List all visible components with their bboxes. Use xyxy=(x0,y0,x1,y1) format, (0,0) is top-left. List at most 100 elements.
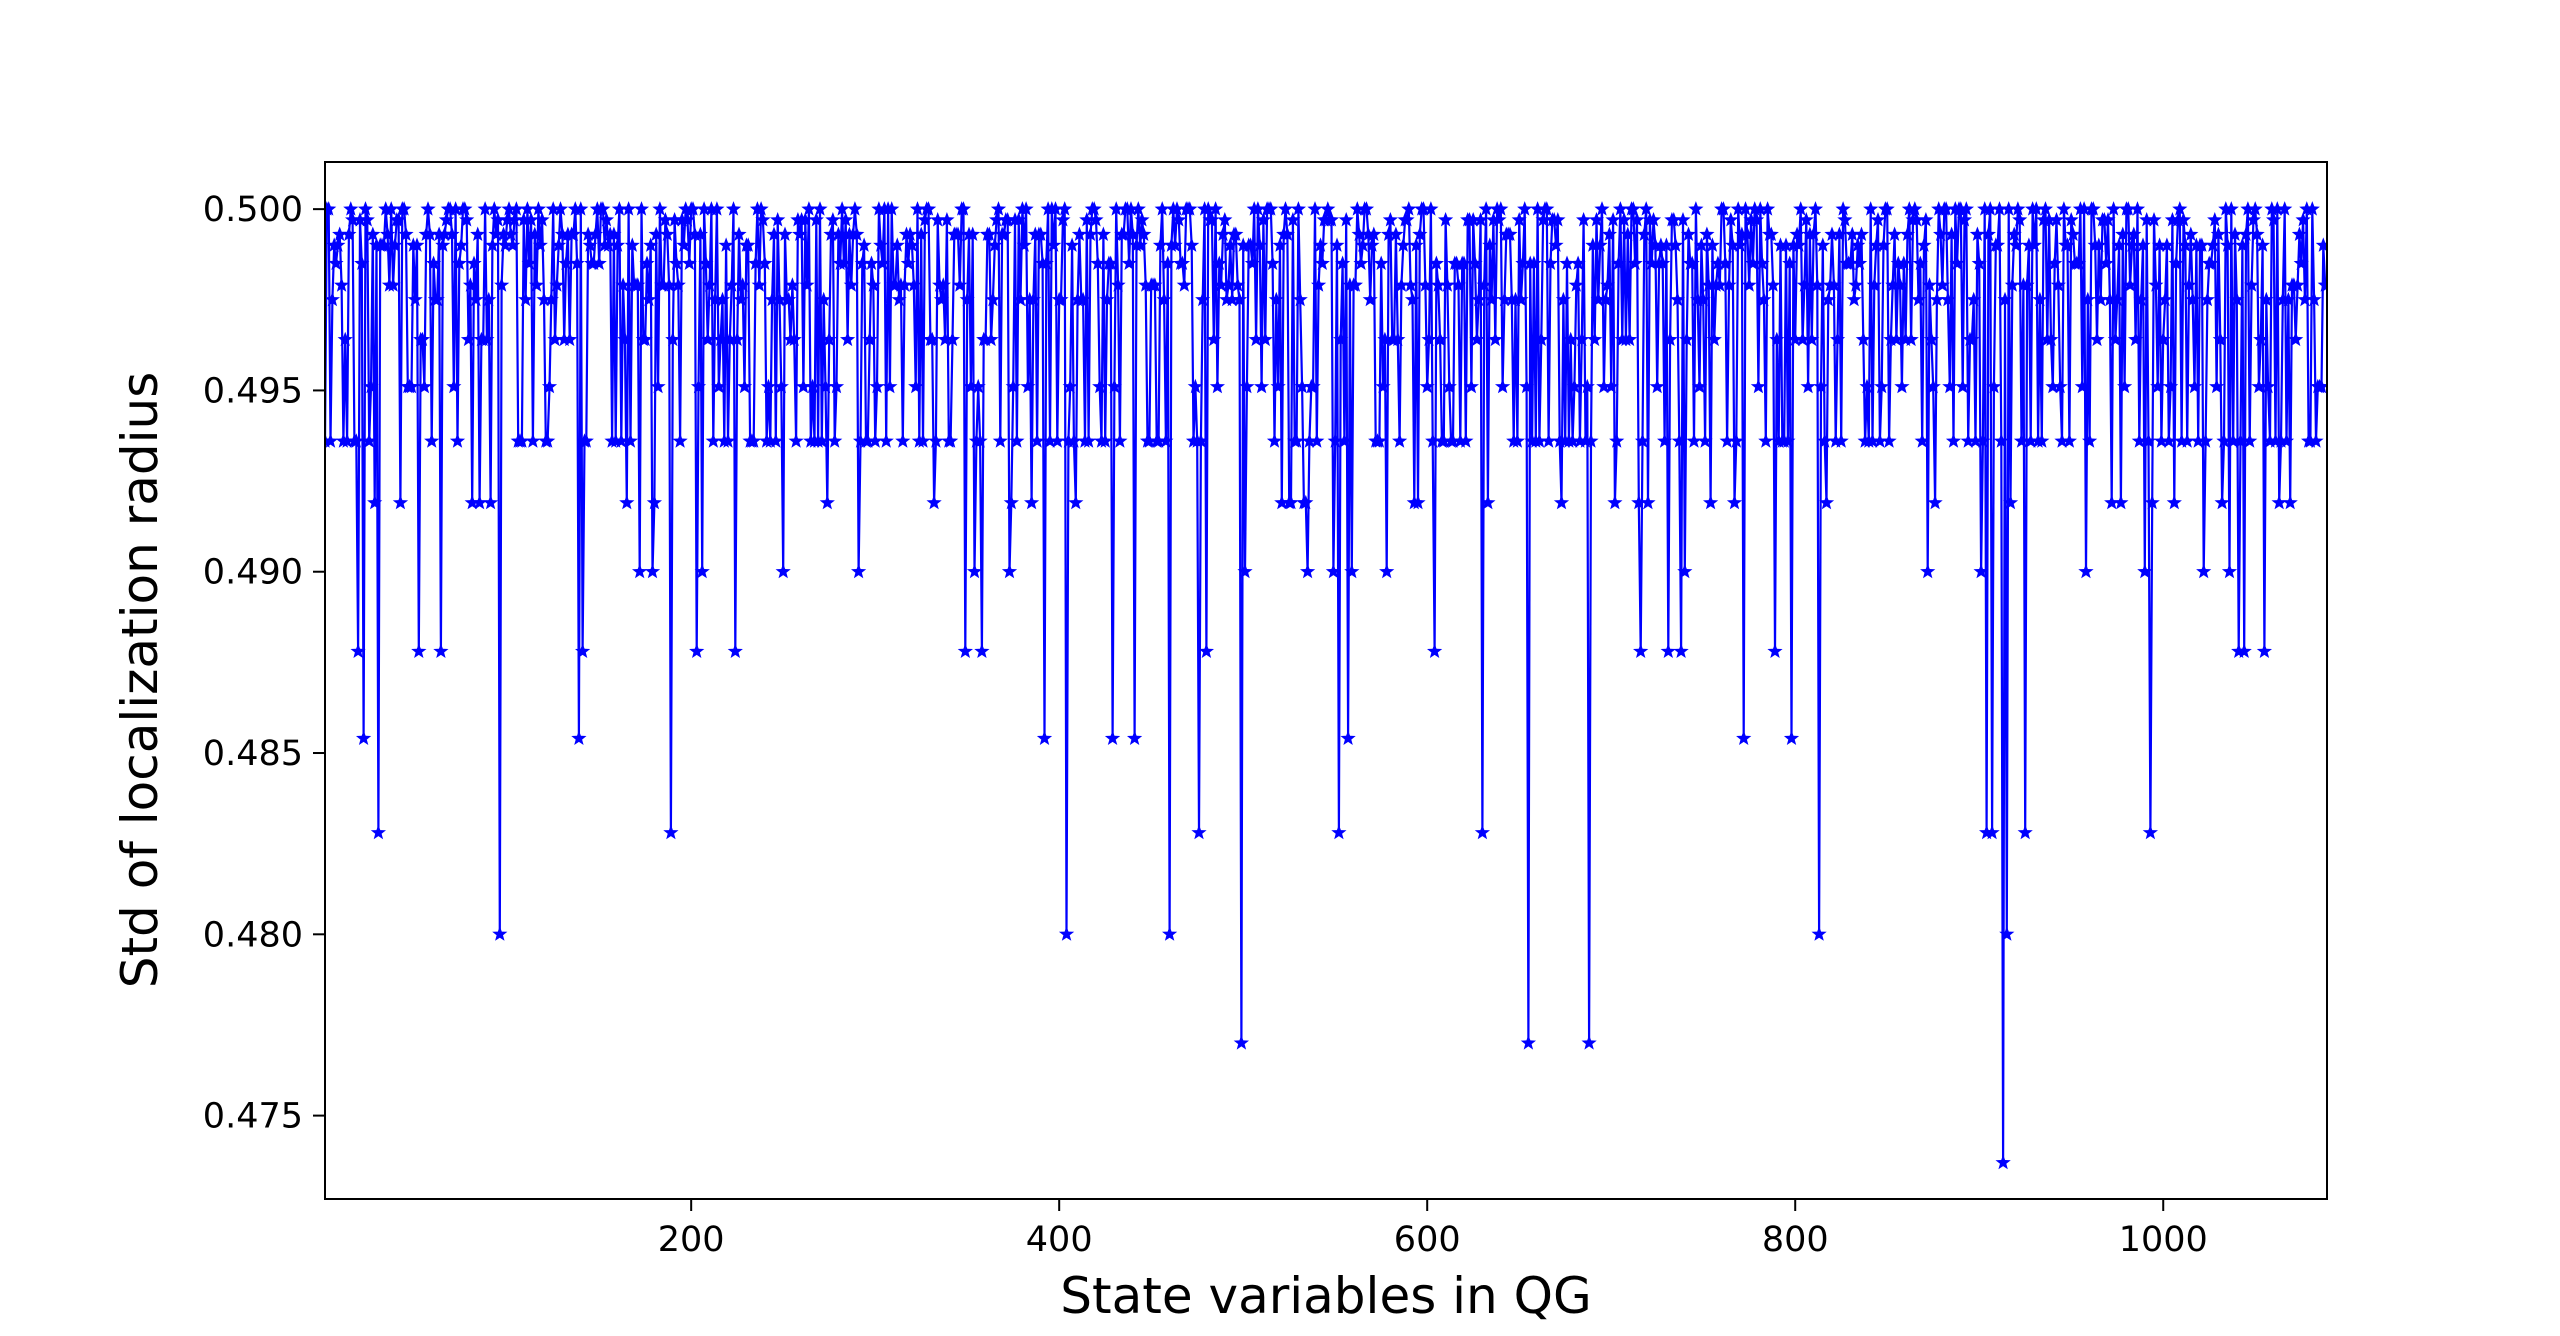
data-point xyxy=(431,226,447,241)
data-point xyxy=(1325,563,1341,579)
data-point xyxy=(1495,378,1511,394)
data-point xyxy=(748,255,764,270)
data-point xyxy=(2297,291,2313,307)
data-point xyxy=(1428,255,1444,270)
data-point xyxy=(1583,433,1599,448)
data-point xyxy=(1150,433,1167,448)
data-point xyxy=(1362,291,1378,307)
data-point xyxy=(1152,237,1168,252)
data-point xyxy=(1955,378,1971,394)
data-point xyxy=(1289,433,1305,448)
data-point xyxy=(816,291,832,307)
data-point xyxy=(679,212,696,227)
data-point xyxy=(2104,494,2120,510)
data-point xyxy=(1090,255,1106,270)
data-point xyxy=(1449,255,1465,270)
data-point xyxy=(1745,255,1761,270)
data-point xyxy=(2093,291,2109,307)
data-point xyxy=(1003,494,1019,510)
data-point xyxy=(1399,212,1415,227)
data-point xyxy=(1975,433,1991,448)
data-point xyxy=(2061,433,2077,448)
data-point xyxy=(930,212,946,227)
data-point xyxy=(424,433,440,448)
data-point xyxy=(735,277,751,292)
data-point xyxy=(955,201,972,216)
data-point xyxy=(644,563,661,579)
data-point xyxy=(915,433,931,448)
data-point xyxy=(889,237,905,252)
data-point xyxy=(2026,237,2042,252)
y-axis-label: Std of localization radius xyxy=(111,372,169,989)
data-point xyxy=(1921,277,1938,292)
data-point xyxy=(965,226,981,241)
data-point xyxy=(1138,277,1154,292)
data-point xyxy=(1883,331,1899,347)
data-point xyxy=(1725,237,1741,252)
data-point xyxy=(1353,255,1369,270)
data-point xyxy=(608,433,624,448)
data-point xyxy=(751,277,767,292)
data-point xyxy=(1314,255,1330,270)
data-point xyxy=(345,212,361,227)
data-point xyxy=(387,237,403,252)
data-point xyxy=(619,494,635,510)
data-point xyxy=(1811,926,1827,941)
data-point xyxy=(1125,226,1141,241)
data-point xyxy=(709,201,725,216)
data-point xyxy=(411,643,427,658)
data-point xyxy=(667,212,683,227)
data-point xyxy=(2240,201,2256,216)
data-point xyxy=(2146,212,2162,227)
data-point xyxy=(1984,824,2000,840)
data-point xyxy=(1427,643,1443,658)
data-point xyxy=(2008,237,2024,252)
data-point xyxy=(1412,226,1428,241)
data-point xyxy=(1741,277,1757,292)
data-point xyxy=(1653,237,1669,252)
data-point xyxy=(1147,277,1163,292)
data-point xyxy=(731,226,747,241)
data-point xyxy=(356,730,372,745)
data-point xyxy=(2273,433,2289,448)
data-point xyxy=(1892,277,1908,292)
data-point xyxy=(1104,730,1121,745)
data-point xyxy=(718,237,734,252)
data-point xyxy=(1081,433,1097,448)
data-point xyxy=(1305,378,1321,394)
data-point xyxy=(2021,237,2037,252)
data-point xyxy=(600,237,616,252)
data-point xyxy=(1539,201,1555,216)
data-point xyxy=(1732,237,1748,252)
data-point xyxy=(981,226,997,241)
data-point xyxy=(1572,433,1588,448)
data-point xyxy=(2065,226,2081,241)
data-point xyxy=(1340,730,1356,745)
data-point xyxy=(2256,643,2272,658)
data-point xyxy=(1217,212,1233,227)
data-point xyxy=(1592,237,1608,252)
data-point xyxy=(499,212,515,227)
data-point xyxy=(906,277,922,292)
data-point xyxy=(1971,255,1987,270)
data-point xyxy=(437,226,453,241)
data-point xyxy=(352,212,368,227)
data-point xyxy=(444,226,460,241)
data-point xyxy=(1333,331,1349,347)
data-point xyxy=(534,212,550,227)
data-point xyxy=(1465,212,1481,227)
data-point xyxy=(630,277,646,292)
data-point xyxy=(1060,433,1076,448)
data-point xyxy=(552,201,569,216)
data-point xyxy=(1493,201,1509,216)
data-point xyxy=(1809,277,1825,292)
data-point xyxy=(529,277,545,292)
data-point xyxy=(1570,255,1586,270)
data-point xyxy=(350,643,366,658)
data-point xyxy=(1691,378,1708,394)
data-point xyxy=(1885,277,1901,292)
data-point xyxy=(540,433,556,448)
data-point xyxy=(681,255,697,270)
data-point xyxy=(1594,201,1610,216)
data-point xyxy=(573,201,589,216)
